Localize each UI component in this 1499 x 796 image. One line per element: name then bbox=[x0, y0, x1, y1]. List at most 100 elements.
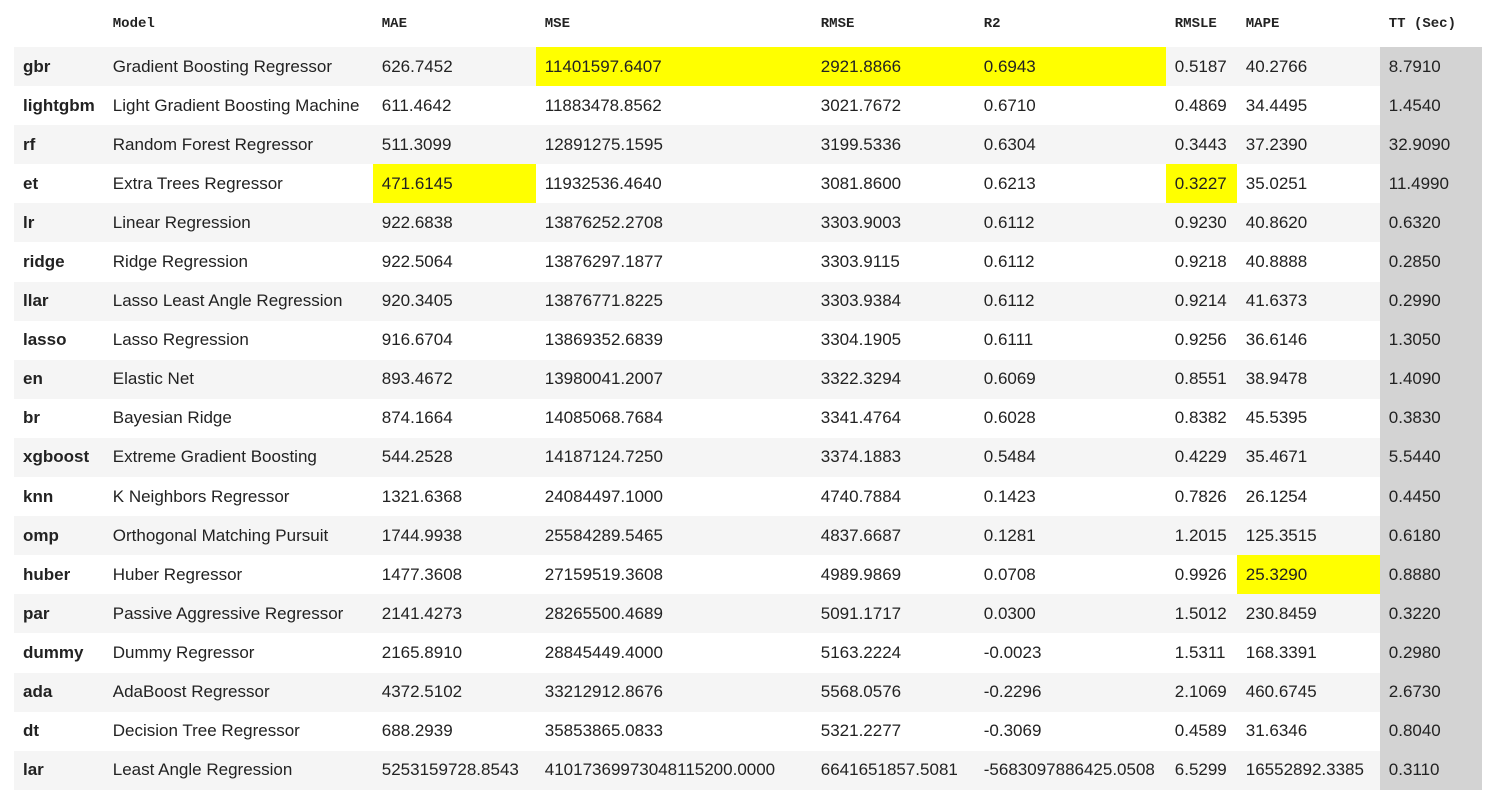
cell-mape: 34.4495 bbox=[1236, 86, 1380, 126]
cell-model: Ridge Regression bbox=[103, 242, 373, 282]
cell-r2: 0.6112 bbox=[974, 203, 1166, 243]
cell-r2: 0.6213 bbox=[974, 164, 1166, 204]
cell-rmse: 3303.9003 bbox=[811, 203, 975, 243]
row-index-cell: dt bbox=[14, 711, 104, 751]
header-mape: MAPE bbox=[1245, 16, 1280, 32]
table-row: lightgbm Light Gradient Boosting Machine 6… bbox=[14, 86, 1482, 126]
table-row: rf Random Forest Regressor 511.3099 1289127… bbox=[14, 125, 1482, 165]
table-row: dummy Dummy Regressor 2165.8910 28845449.40… bbox=[14, 633, 1482, 673]
cell-r2: 0.6111 bbox=[974, 320, 1166, 360]
table-row: knn K Neighbors Regressor 1321.6368 2408449… bbox=[14, 477, 1482, 517]
cell-mape: 26.1254 bbox=[1236, 477, 1380, 517]
cell-tt: 1.4540 bbox=[1379, 86, 1482, 126]
table-row: en Elastic Net 893.4672 13980041.2007 3322.3… bbox=[14, 359, 1482, 399]
row-index-cell: lasso bbox=[14, 320, 104, 360]
row-index-cell: en bbox=[14, 359, 104, 399]
cell-tt: 2.6730 bbox=[1379, 672, 1482, 712]
cell-model: Dummy Regressor bbox=[103, 633, 373, 673]
cell-r2: 0.1281 bbox=[974, 516, 1166, 556]
row-index-cell: huber bbox=[14, 555, 104, 595]
cell-rmse: 5091.1717 bbox=[811, 594, 975, 634]
cell-mse: 14085068.7684 bbox=[535, 398, 812, 438]
cell-tt: 1.3050 bbox=[1379, 320, 1482, 360]
cell-tt: 11.4990 bbox=[1379, 164, 1482, 204]
cell-rmsle: 1.5311 bbox=[1165, 633, 1237, 673]
cell-rmse: 6641651857.5081 bbox=[811, 750, 975, 790]
table-row: lasso Lasso Regression 916.6704 13869352.68… bbox=[14, 320, 1482, 360]
cell-tt: 32.9090 bbox=[1379, 125, 1482, 165]
cell-mse: 13876297.1877 bbox=[535, 242, 812, 282]
cell-tt: 0.3830 bbox=[1379, 398, 1482, 438]
cell-rmsle: 1.5012 bbox=[1165, 594, 1237, 634]
cell-mse: 13869352.6839 bbox=[535, 320, 812, 360]
cell-r2: 0.1423 bbox=[974, 477, 1166, 517]
header-r2: R2 bbox=[983, 16, 1001, 32]
table-row: et Extra Trees Regressor 471.6145 11932536.… bbox=[14, 164, 1482, 204]
row-index-cell: gbr bbox=[14, 47, 104, 87]
header-tt: TT (Sec) bbox=[1388, 16, 1456, 32]
row-index-cell: lightgbm bbox=[14, 86, 104, 126]
cell-rmsle: 0.5187 bbox=[1165, 47, 1237, 87]
cell-rmse: 3374.1883 bbox=[811, 437, 975, 478]
cell-mse: 25584289.5465 bbox=[535, 516, 812, 556]
header-mse: MSE bbox=[544, 16, 570, 32]
row-index-cell: br bbox=[14, 398, 104, 438]
row-index-cell: llar bbox=[14, 281, 104, 321]
cell-mse: 35853865.0833 bbox=[535, 711, 812, 751]
cell-tt: 0.4450 bbox=[1379, 477, 1482, 517]
cell-model: Random Forest Regressor bbox=[103, 125, 373, 165]
cell-mae: 922.6838 bbox=[372, 203, 536, 243]
cell-rmsle: 6.5299 bbox=[1165, 750, 1237, 790]
cell-model: Lasso Least Angle Regression bbox=[103, 281, 373, 321]
cell-mae: 1321.6368 bbox=[372, 477, 536, 517]
cell-mae: 1477.3608 bbox=[372, 555, 536, 595]
cell-mae: 2165.8910 bbox=[372, 633, 536, 673]
cell-rmse: 3081.8600 bbox=[811, 164, 975, 204]
cell-rmsle: 2.1069 bbox=[1165, 672, 1237, 712]
cell-mae: 4372.5102 bbox=[372, 672, 536, 712]
cell-model: Decision Tree Regressor bbox=[103, 711, 373, 751]
row-index-cell: par bbox=[14, 594, 104, 634]
cell-rmse: 2921.8866 bbox=[811, 47, 975, 87]
table-row: huber Huber Regressor 1477.3608 27159519.36… bbox=[14, 555, 1482, 595]
cell-tt: 5.5440 bbox=[1379, 437, 1482, 478]
cell-mape: 25.3290 bbox=[1236, 555, 1380, 595]
cell-mse: 28265500.4689 bbox=[535, 594, 812, 634]
cell-r2: 0.0300 bbox=[974, 594, 1166, 634]
cell-mse: 28845449.4000 bbox=[535, 633, 812, 673]
cell-mse: 14187124.7250 bbox=[535, 437, 812, 478]
cell-mape: 41.6373 bbox=[1236, 281, 1380, 321]
cell-rmse: 3304.1905 bbox=[811, 320, 975, 360]
cell-r2: 0.6112 bbox=[974, 242, 1166, 282]
row-index-cell: omp bbox=[14, 516, 104, 556]
table-row: br Bayesian Ridge 874.1664 14085068.7684 334… bbox=[14, 398, 1482, 438]
cell-r2: 0.6028 bbox=[974, 398, 1166, 438]
header-rmse: RMSE bbox=[820, 16, 855, 32]
cell-tt: 0.3110 bbox=[1379, 750, 1482, 790]
cell-mae: 1744.9938 bbox=[372, 516, 536, 556]
cell-mae: 544.2528 bbox=[372, 437, 536, 478]
table-row: lr Linear Regression 922.6838 13876252.2708… bbox=[14, 203, 1482, 243]
cell-mae: 874.1664 bbox=[372, 398, 536, 438]
cell-r2: 0.6069 bbox=[974, 359, 1166, 399]
cell-tt: 0.3220 bbox=[1379, 594, 1482, 634]
cell-tt: 1.4090 bbox=[1379, 359, 1482, 399]
row-index-cell: ada bbox=[14, 672, 104, 712]
cell-mse: 11932536.4640 bbox=[535, 164, 812, 204]
cell-rmse: 5163.2224 bbox=[811, 633, 975, 673]
cell-mape: 37.2390 bbox=[1236, 125, 1380, 165]
row-index-cell: dummy bbox=[14, 633, 104, 673]
cell-tt: 0.2980 bbox=[1379, 633, 1482, 673]
cell-rmsle: 0.4589 bbox=[1165, 711, 1237, 751]
cell-r2: 0.6943 bbox=[974, 47, 1166, 87]
cell-model: AdaBoost Regressor bbox=[103, 672, 373, 712]
cell-rmsle: 0.4229 bbox=[1165, 437, 1237, 478]
cell-mape: 36.6146 bbox=[1236, 320, 1380, 360]
cell-rmsle: 0.9926 bbox=[1165, 555, 1237, 595]
cell-rmsle: 0.9214 bbox=[1165, 281, 1237, 321]
cell-model: Least Angle Regression bbox=[103, 750, 373, 790]
row-index-cell: xgboost bbox=[14, 437, 104, 478]
cell-r2: -0.0023 bbox=[974, 633, 1166, 673]
cell-mape: 45.5395 bbox=[1236, 398, 1380, 438]
cell-rmse: 4837.6687 bbox=[811, 516, 975, 556]
